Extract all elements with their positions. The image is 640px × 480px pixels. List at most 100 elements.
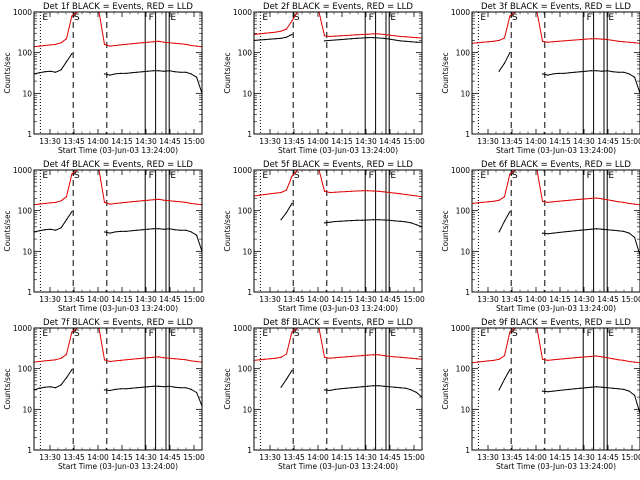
series-events xyxy=(498,52,640,94)
data-point xyxy=(125,43,127,45)
series-line-events xyxy=(498,211,640,256)
data-point xyxy=(372,354,374,356)
plot-frame xyxy=(33,327,203,451)
data-point xyxy=(356,190,358,192)
data-point xyxy=(136,229,138,231)
series-lld xyxy=(253,169,423,198)
data-point xyxy=(547,74,549,76)
data-point xyxy=(617,359,619,361)
data-point xyxy=(361,37,363,39)
data-point xyxy=(275,31,277,33)
data-point xyxy=(60,357,62,359)
data-point xyxy=(493,359,495,361)
data-point xyxy=(568,357,571,359)
data-point xyxy=(120,388,122,390)
data-point xyxy=(579,38,581,41)
data-point xyxy=(410,36,412,38)
data-point xyxy=(394,192,396,194)
series-line-events xyxy=(498,369,640,414)
data-point xyxy=(185,43,187,45)
data-point xyxy=(633,42,636,44)
y-axis-label: Counts/sec xyxy=(223,368,232,409)
data-point xyxy=(410,389,412,391)
data-point xyxy=(38,72,41,74)
y-tick-label: 10 xyxy=(242,247,252,256)
y-tick-label: 10 xyxy=(460,89,470,98)
data-point xyxy=(361,33,363,36)
series-events xyxy=(33,52,203,94)
data-point xyxy=(269,38,271,40)
event-marker-label: E xyxy=(480,171,486,181)
data-point xyxy=(103,359,106,361)
data-point xyxy=(350,190,353,192)
data-point xyxy=(383,354,385,357)
y-axis-label: Counts/sec xyxy=(223,52,232,93)
data-point xyxy=(596,386,598,388)
data-point xyxy=(163,70,165,72)
data-point xyxy=(44,44,46,47)
data-point xyxy=(147,70,149,72)
event-marker-label: S xyxy=(294,13,300,23)
y-tick-label: 100 xyxy=(18,365,33,374)
data-point xyxy=(394,39,396,41)
data-point xyxy=(503,378,506,380)
x-tick-label: 14:45 xyxy=(159,137,181,146)
data-point xyxy=(109,203,111,205)
data-point xyxy=(601,386,603,388)
data-point xyxy=(623,41,625,43)
y-tick-label: 1000 xyxy=(13,324,32,333)
data-point xyxy=(415,224,418,226)
data-point xyxy=(158,198,160,200)
data-point xyxy=(55,229,57,231)
data-point xyxy=(405,221,407,223)
data-point xyxy=(628,41,630,43)
x-tick-label: 13:45 xyxy=(283,295,305,304)
data-point xyxy=(372,385,374,387)
data-point xyxy=(367,33,369,35)
event-marker-label: E xyxy=(608,171,614,181)
data-point xyxy=(163,228,165,230)
data-point xyxy=(44,386,46,388)
data-point xyxy=(356,219,358,221)
x-tick-label: 14:15 xyxy=(549,453,571,462)
data-point xyxy=(628,232,630,234)
data-point xyxy=(394,220,396,222)
data-point xyxy=(498,70,500,72)
data-point xyxy=(633,394,636,397)
data-point xyxy=(498,358,500,360)
x-tick-label: 14:30 xyxy=(355,137,377,146)
event-marker-label: E xyxy=(608,13,614,23)
data-point xyxy=(340,35,342,37)
y-tick-label: 1000 xyxy=(13,166,32,175)
data-point xyxy=(356,386,358,388)
data-point xyxy=(628,360,630,363)
data-point xyxy=(168,385,171,387)
data-point xyxy=(367,385,369,387)
x-tick-label: 13:30 xyxy=(477,295,499,304)
data-point xyxy=(334,220,336,223)
data-point xyxy=(71,173,73,175)
chart-title: Det 9f BLACK = Events, RED = LLD xyxy=(481,318,631,328)
series-lld xyxy=(33,169,203,206)
data-point xyxy=(405,387,407,389)
data-point xyxy=(388,34,391,36)
x-tick-label: 13:45 xyxy=(501,295,523,304)
data-point xyxy=(541,358,544,360)
data-point xyxy=(345,387,347,389)
data-point xyxy=(103,43,106,45)
data-point xyxy=(136,358,138,360)
data-point xyxy=(388,38,391,40)
data-point xyxy=(120,72,122,74)
data-point xyxy=(291,331,293,333)
x-tick-label: 14:00 xyxy=(87,137,109,146)
y-axis-label: Counts/sec xyxy=(441,52,450,93)
data-point xyxy=(147,386,149,388)
data-point xyxy=(590,38,592,40)
data-point xyxy=(367,36,369,39)
data-point xyxy=(372,190,374,192)
data-point xyxy=(329,221,331,223)
x-axis-label: Start Time (03-Jun-03 13:24:00) xyxy=(496,462,616,471)
x-tick-label: 14:45 xyxy=(159,453,181,462)
x-tick-label: 14:15 xyxy=(111,453,133,462)
data-point xyxy=(361,386,363,388)
